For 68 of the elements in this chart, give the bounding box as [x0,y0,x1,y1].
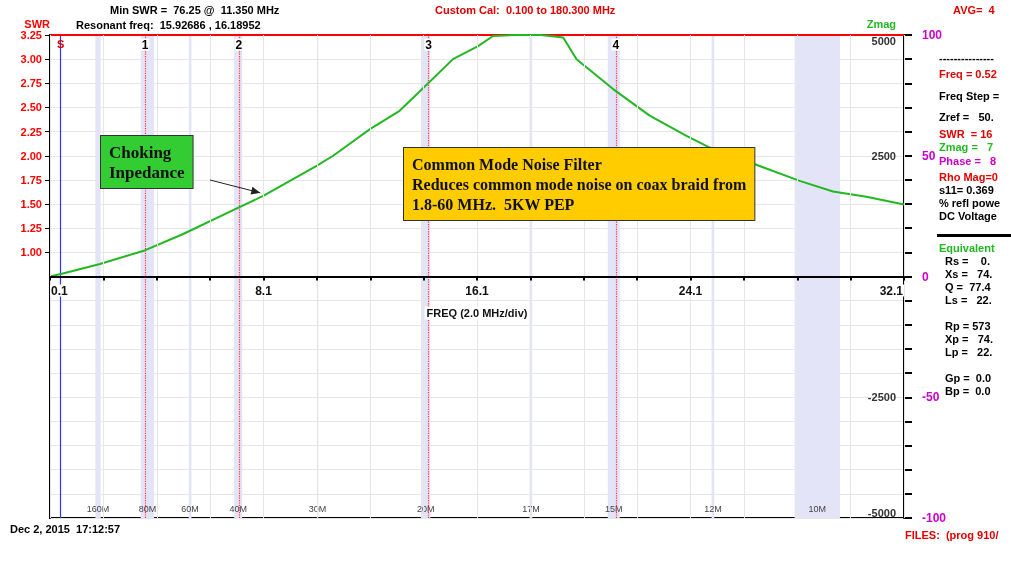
y-tick-label: 1.25 [20,222,42,235]
text: Rho Mag=0 [939,170,998,183]
x-tick-label: 32.1 [879,283,904,298]
text: s11= 0.369 [939,183,994,196]
y-tick-label: 3.25 [20,29,42,41]
text: AVG= 4 [953,3,996,16]
text: Bp = 0.0 [945,384,991,397]
y2-axis-title: Zmag [866,17,896,30]
y3-tick-label: 100 [922,28,943,42]
text: Equivalent [939,241,995,254]
band-label: 10M [808,503,827,514]
x-tick-label: 0.1 [51,283,69,298]
text: Min SWR = 76.25 @ 11.350 MHz [110,3,280,16]
x-tick-label: 8.1 [255,283,273,298]
y-tick-label: 3.00 [20,53,42,66]
text: Resonant freq: 15.92686 , 16.18952 [76,18,261,31]
y-tick-label: 1.50 [20,198,42,211]
y-tick-label: 2.50 [20,101,42,114]
annotation: Common Mode Noise Filter Reduces common mode noise on coax braid from 1.8-60 MHz. 5KW PEP [412,155,748,213]
band-label: 12M [704,503,722,514]
text: Rp = 573 [945,319,991,332]
text: Rs = 0. [945,254,990,267]
text: Q = 77.4 [945,280,992,293]
band-label: 15M [605,503,623,514]
y3-tick-label: 50 [922,148,936,163]
y-tick-label: 1.00 [20,246,42,259]
text: Ls = 22. [945,293,992,306]
y3-tick-label: -100 [922,511,947,525]
band-label: 40M [229,503,247,514]
y3-tick-label: -50 [922,390,940,405]
text: Custom Cal: 0.100 to 180.300 MHz [435,3,616,16]
text: Zmag = 7 [939,140,994,153]
x-axis-title: FREQ (2.0 MHz/div) [426,307,528,319]
text: Phase = 8 [939,154,997,167]
text: --------------- [939,51,995,64]
text: Xs = 74. [945,267,993,280]
y-tick-label: 2.00 [20,149,42,162]
text: Freq Step = [939,89,1000,102]
text: Lp = 22. [945,345,993,358]
band-label: 80M [138,503,157,514]
text: Dec 2, 2015 17:12:57 [10,522,121,535]
y-tick-label: 2.25 [20,125,42,138]
text: FILES: (prog 910/ [905,528,999,541]
y2-tick-label: 5000 [871,34,896,47]
x-tick-label: 16.1 [465,283,489,298]
text: Gp = 0.0 [945,371,992,384]
y-axis-title: SWR [24,18,51,31]
annotation: 3 [425,37,433,52]
annotation: 4 [612,37,620,52]
text: DC Voltage [939,209,997,222]
y-tick-label: 1.75 [20,173,42,186]
band-label: 30M [308,503,327,514]
x-tick-label: 24.1 [678,283,703,298]
text: Xp = 74. [945,332,993,345]
y-tick-label: 2.75 [20,77,42,90]
text: Freq = 0.52 [939,67,997,80]
y2-tick-label: -5000 [867,506,896,519]
annotation: Choking Inpedance [109,142,186,182]
y2-tick-label: -2500 [867,391,896,404]
text: Zref = 50. [939,110,994,123]
text: SWR = 16 [939,127,993,140]
band-label: 60M [181,503,199,514]
text: % refl powe [939,196,1001,209]
annotation: 1 [141,37,149,52]
band-label: 160M [86,503,110,514]
y3-tick-label: 0 [922,269,929,284]
annotation: 2 [235,37,243,52]
y2-tick-label: 2500 [871,149,896,162]
